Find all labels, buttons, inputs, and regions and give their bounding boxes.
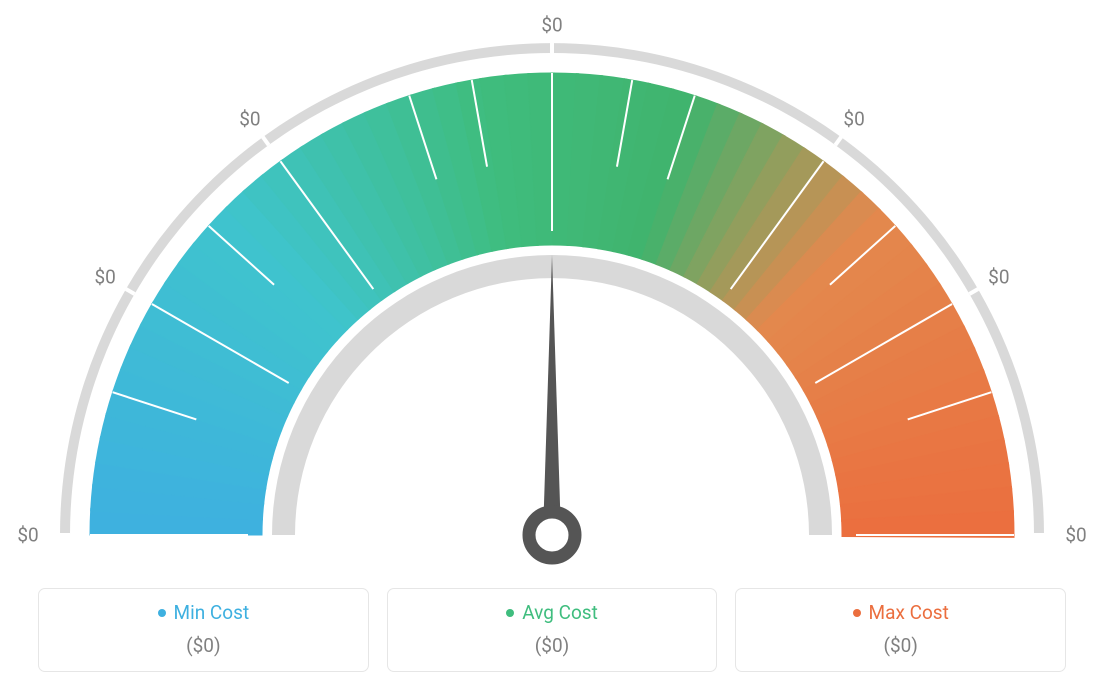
legend-value: ($0) (49, 634, 358, 657)
gauge-scale-label: $0 (843, 108, 864, 131)
legend-card: Max Cost ($0) (735, 588, 1066, 672)
gauge-scale-label: $0 (17, 524, 38, 547)
legend-dot-icon (506, 609, 514, 617)
legend-card: Min Cost ($0) (38, 588, 369, 672)
legend-label: Avg Cost (522, 601, 598, 624)
legend-dot-icon (853, 609, 861, 617)
gauge-needle (529, 255, 575, 558)
legend-title: Avg Cost (398, 601, 707, 624)
legend-label: Min Cost (174, 601, 250, 624)
legend-dot-icon (158, 609, 166, 617)
gauge-scale-label: $0 (988, 266, 1009, 289)
legend-label: Max Cost (869, 601, 949, 624)
legend-title: Min Cost (49, 601, 358, 624)
gauge-scale-label: $0 (1065, 524, 1086, 547)
legend-title: Max Cost (746, 601, 1055, 624)
legend-row: Min Cost ($0) Avg Cost ($0) Max Cost ($0) (0, 576, 1104, 690)
legend-value: ($0) (398, 634, 707, 657)
gauge-scale-label: $0 (541, 14, 562, 37)
legend-card: Avg Cost ($0) (387, 588, 718, 672)
legend-value: ($0) (746, 634, 1055, 657)
gauge-scale-label: $0 (239, 108, 260, 131)
gauge-chart: Min Cost ($0) Avg Cost ($0) Max Cost ($0) $0 $… (0, 0, 1104, 690)
gauge-scale-label: $0 (94, 266, 115, 289)
